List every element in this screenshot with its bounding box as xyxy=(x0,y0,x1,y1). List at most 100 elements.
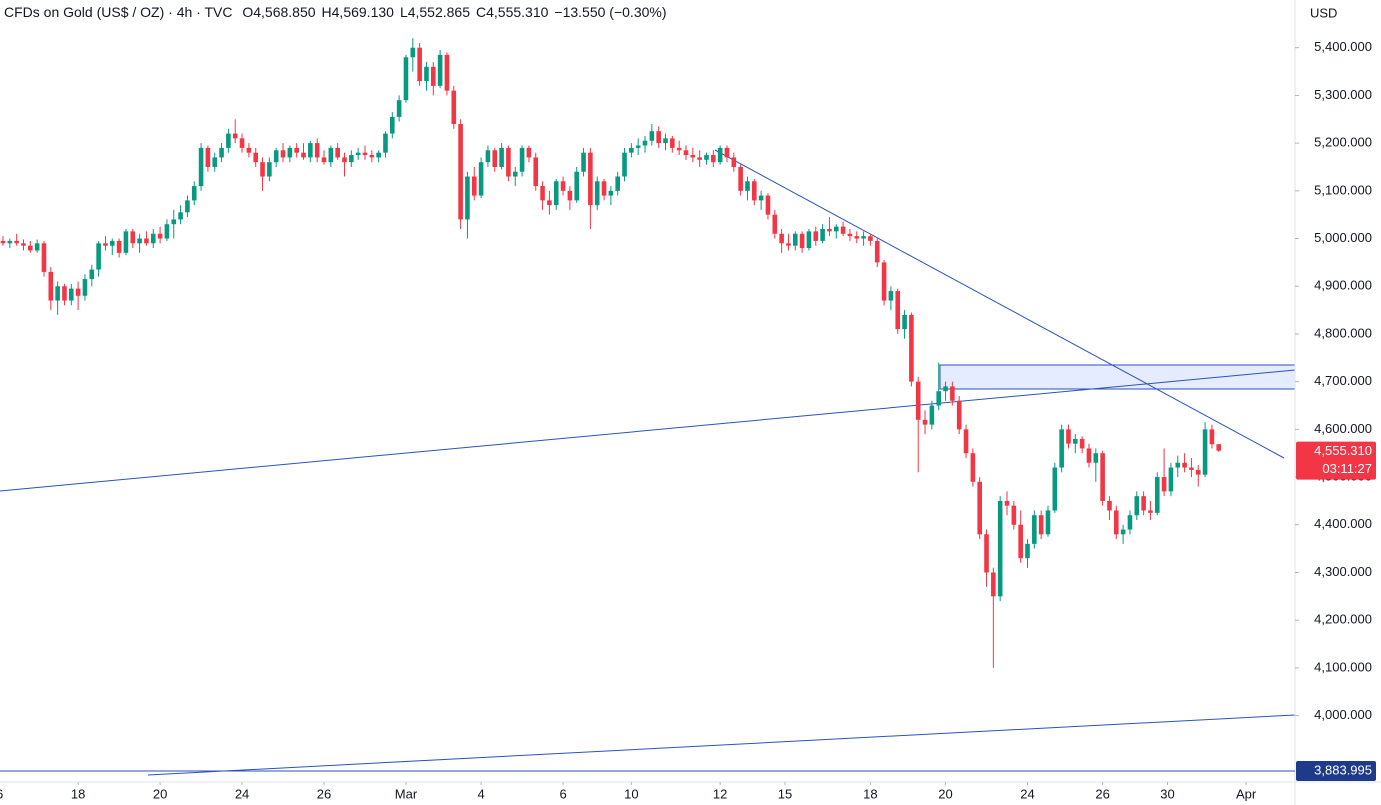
candle-body xyxy=(130,231,136,244)
candle-body xyxy=(915,381,921,420)
y-tick-label: 5,300.000 xyxy=(1314,87,1372,102)
candle-body xyxy=(936,391,942,406)
candle-body xyxy=(1120,529,1126,535)
candle-body xyxy=(833,226,839,232)
candle-body xyxy=(458,124,463,220)
candle-body xyxy=(21,243,26,246)
candle-body xyxy=(758,195,764,201)
candle-body xyxy=(711,155,716,163)
candle-body xyxy=(588,152,593,206)
candle-body xyxy=(929,405,935,425)
candle-body xyxy=(895,291,901,330)
candle-body xyxy=(881,262,887,301)
x-tick-label: 10 xyxy=(624,786,638,801)
candle-body xyxy=(519,147,525,172)
candle-body xyxy=(1134,496,1140,516)
x-tick-label: 20 xyxy=(153,786,167,801)
x-tick-label: 30 xyxy=(1160,786,1174,801)
x-tick-label: 18 xyxy=(71,786,85,801)
candle-body xyxy=(1011,505,1017,525)
y-tick-label: 5,000.000 xyxy=(1314,230,1372,245)
candle-body xyxy=(1189,467,1194,470)
candle-body xyxy=(1148,510,1153,513)
candle-body xyxy=(226,133,231,148)
candle-body xyxy=(813,231,819,241)
candle-body xyxy=(191,186,197,201)
candle-body xyxy=(540,186,545,201)
candle-body xyxy=(827,228,832,232)
candle-body xyxy=(417,47,422,82)
candle-body xyxy=(997,500,1003,597)
candle-body xyxy=(430,66,436,86)
ohlc-value: L4,552.865 xyxy=(399,4,471,20)
candle-body xyxy=(301,152,306,158)
x-tick-label: 12 xyxy=(713,786,727,801)
candle-body xyxy=(280,150,286,158)
candle-body xyxy=(1209,429,1215,445)
candle-body xyxy=(273,150,279,163)
candle-body xyxy=(1154,477,1160,513)
candle-body xyxy=(69,288,74,301)
candle-body xyxy=(594,181,600,206)
candle-body xyxy=(690,155,696,158)
candle-body xyxy=(806,231,812,249)
candle-body xyxy=(465,176,470,220)
candle-body xyxy=(1045,510,1051,535)
ohlc-value: −13.550 (−0.30%) xyxy=(554,4,667,20)
candle-body xyxy=(888,291,894,301)
candle-body xyxy=(342,157,347,163)
candle-body xyxy=(581,152,586,172)
candle-body xyxy=(89,269,95,280)
candle-body xyxy=(355,152,361,156)
candle-body xyxy=(847,233,853,237)
y-tick-label: 4,800.000 xyxy=(1314,325,1372,340)
candle-body xyxy=(560,181,566,191)
candle-body xyxy=(62,286,67,301)
candle-body xyxy=(745,181,750,191)
candle-body xyxy=(779,233,784,244)
candle-body xyxy=(376,152,381,158)
y-tick-label: 4,900.000 xyxy=(1314,278,1372,293)
candle-body xyxy=(1175,462,1181,468)
trend-line xyxy=(0,369,1296,492)
candle-body xyxy=(1216,444,1222,451)
candle-body xyxy=(253,152,259,163)
candle-body xyxy=(103,243,108,246)
candle-body xyxy=(349,155,354,163)
candle-body xyxy=(185,200,190,213)
candle-body xyxy=(499,147,504,167)
candle-body xyxy=(752,181,757,201)
candle-body xyxy=(963,429,969,454)
candle-body xyxy=(902,314,907,330)
candle-body xyxy=(82,279,88,296)
candle-body xyxy=(874,240,880,263)
candle-body xyxy=(314,143,320,158)
y-tick-label: 4,300.000 xyxy=(1314,564,1372,579)
candle-body xyxy=(1182,462,1187,468)
candle-body xyxy=(396,100,402,117)
candle-body xyxy=(34,243,40,251)
candle-body xyxy=(840,226,846,234)
candle-body xyxy=(717,147,723,163)
symbol-title: CFDs on Gold (US$ / OZ) · 4h · TVC xyxy=(4,4,233,20)
candle-body xyxy=(1079,438,1085,449)
candle-body xyxy=(553,181,559,206)
candle-body xyxy=(96,243,101,270)
y-tick-label: 4,000.000 xyxy=(1314,707,1372,722)
candle-body xyxy=(731,157,737,167)
candle-body xyxy=(786,243,791,246)
candle-body xyxy=(1052,467,1058,511)
candles xyxy=(0,38,1222,668)
candle-body xyxy=(670,138,675,148)
candle-body xyxy=(861,236,866,239)
candle-body xyxy=(369,155,375,158)
y-tick-label: 5,400.000 xyxy=(1314,39,1372,54)
x-tick-label: 15 xyxy=(778,786,792,801)
candle-body xyxy=(109,240,115,246)
candle-body xyxy=(567,190,573,201)
candle-body xyxy=(1025,543,1030,559)
candle-body xyxy=(991,572,996,597)
candle-body xyxy=(198,147,204,187)
